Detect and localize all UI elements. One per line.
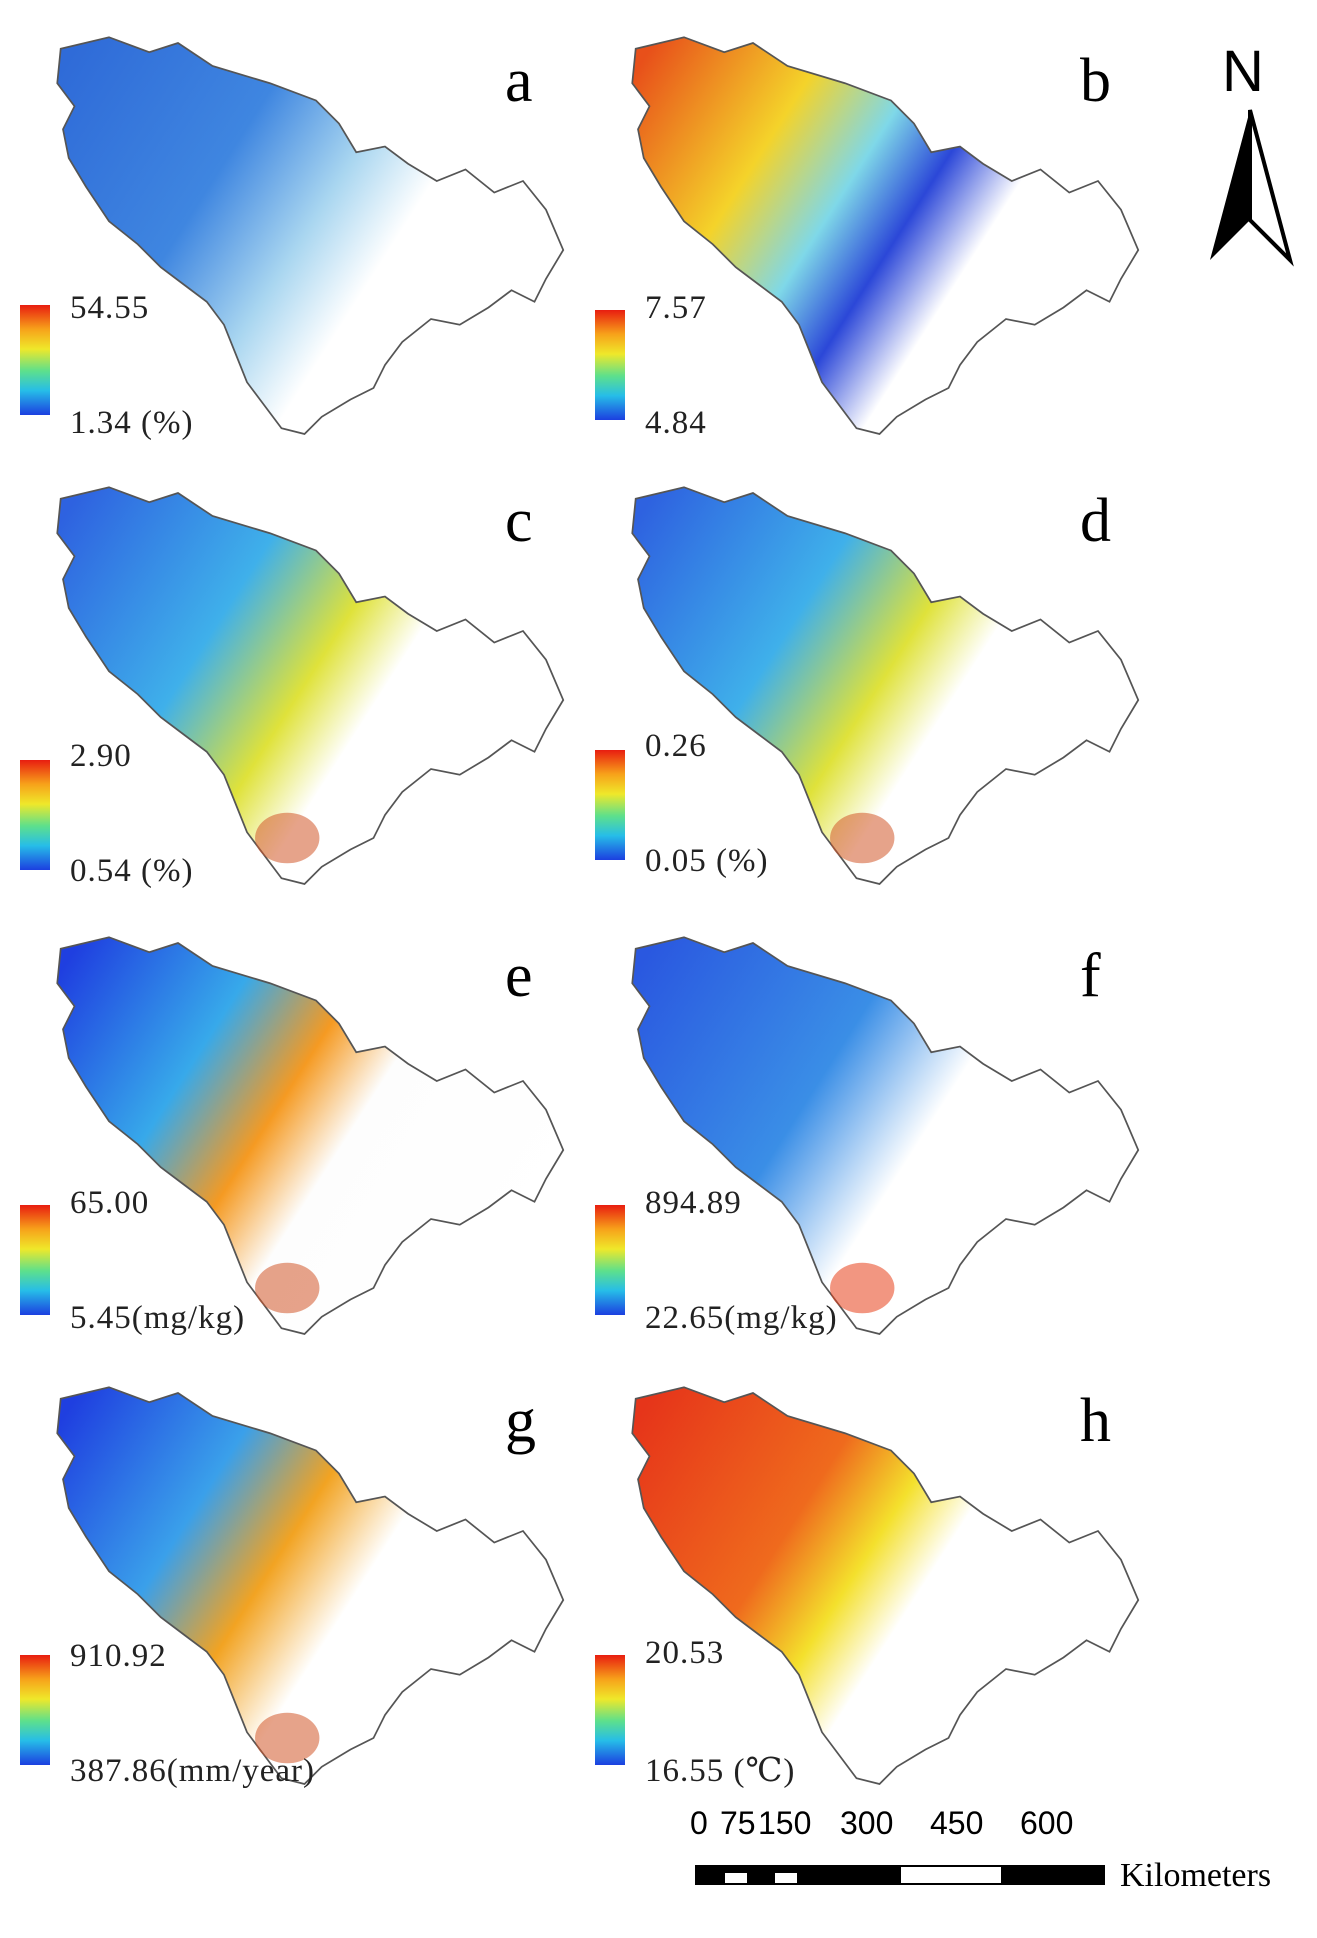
province-outline bbox=[56, 1386, 565, 1785]
panel-letter: d bbox=[1080, 487, 1111, 555]
map-panel-c: c 2.90 0.54 (%) bbox=[20, 470, 600, 920]
map-h bbox=[631, 1386, 1140, 1785]
legend-max: 910.92 bbox=[70, 1638, 167, 1674]
legend-max: 894.89 bbox=[645, 1185, 742, 1221]
high-value-patch bbox=[255, 1712, 320, 1764]
legend-colorbar bbox=[20, 305, 50, 415]
province-outline bbox=[56, 486, 565, 885]
legend-colorbar bbox=[595, 1205, 625, 1315]
legend-max: 65.00 bbox=[70, 1185, 150, 1221]
legend-colorbar bbox=[595, 750, 625, 860]
legend-colorbar bbox=[595, 310, 625, 420]
panel-letter: g bbox=[505, 1387, 536, 1455]
scale-tick: 600 bbox=[1020, 1805, 1074, 1841]
scale-unit: Kilometers bbox=[1120, 1857, 1272, 1894]
province-outline bbox=[631, 936, 1140, 1335]
legend-max: 2.90 bbox=[70, 738, 132, 774]
map-a bbox=[56, 36, 565, 435]
legend-min: 16.55 (℃) bbox=[645, 1753, 796, 1789]
province-outline bbox=[631, 1386, 1140, 1785]
map-panel-b: b 7.57 4.84 bbox=[595, 20, 1175, 470]
province-outline bbox=[631, 486, 1140, 885]
legend-max: 0.26 bbox=[645, 728, 707, 764]
province-outline bbox=[56, 936, 565, 1335]
scale-tick: 150 bbox=[758, 1805, 812, 1841]
map-panel-d: d 0.26 0.05 (%) bbox=[595, 470, 1175, 920]
high-value-patch bbox=[255, 812, 320, 864]
north-arrow-icon bbox=[1210, 109, 1294, 267]
map-e bbox=[56, 936, 565, 1335]
panel-letter: c bbox=[505, 487, 533, 555]
legend-min: 387.86(mm/year) bbox=[70, 1753, 316, 1789]
scale-bar-graphic bbox=[695, 1865, 1105, 1885]
map-panel-a: a 54.55 1.34 (%) bbox=[20, 20, 600, 470]
province-outline bbox=[56, 36, 565, 435]
high-value-patch bbox=[255, 1262, 320, 1314]
map-c bbox=[56, 486, 565, 885]
map-d bbox=[631, 486, 1140, 885]
scale-bar: 0 75 150 300 450 600 Kilometers bbox=[690, 1805, 1300, 1925]
map-f bbox=[631, 936, 1140, 1335]
panel-letter: e bbox=[505, 942, 533, 1010]
legend-colorbar bbox=[20, 1205, 50, 1315]
map-b bbox=[631, 36, 1140, 435]
map-panel-f: f 894.89 22.65(mg/kg) bbox=[595, 920, 1175, 1370]
map-panel-e: e 65.00 5.45(mg/kg) bbox=[20, 920, 600, 1370]
scale-tick: 0 bbox=[690, 1805, 708, 1841]
scale-tick: 300 bbox=[840, 1805, 894, 1841]
panel-letter: b bbox=[1080, 47, 1111, 115]
high-value-patch bbox=[830, 812, 895, 864]
legend-min: 5.45(mg/kg) bbox=[70, 1300, 246, 1336]
panel-letter: f bbox=[1080, 942, 1101, 1010]
scale-tick: 75 bbox=[720, 1805, 756, 1841]
legend-max: 54.55 bbox=[70, 290, 150, 326]
legend-min: 22.65(mg/kg) bbox=[645, 1300, 838, 1336]
legend-min: 0.05 (%) bbox=[645, 843, 769, 879]
panel-letter: a bbox=[505, 47, 533, 115]
panel-letter: h bbox=[1080, 1387, 1111, 1455]
province-outline bbox=[631, 36, 1140, 435]
legend-max: 7.57 bbox=[645, 290, 707, 326]
map-panel-g: g 910.92 387.86(mm/year) bbox=[20, 1370, 600, 1820]
legend-max: 20.53 bbox=[645, 1635, 725, 1671]
legend-colorbar bbox=[20, 1655, 50, 1765]
legend-min: 1.34 (%) bbox=[70, 405, 194, 441]
map-g bbox=[56, 1386, 565, 1785]
high-value-patch bbox=[830, 1262, 895, 1314]
north-label: N bbox=[1222, 39, 1264, 104]
map-panel-h: h 20.53 16.55 (℃) bbox=[595, 1370, 1175, 1820]
legend-min: 0.54 (%) bbox=[70, 853, 194, 889]
legend-colorbar bbox=[20, 760, 50, 870]
legend-min: 4.84 bbox=[645, 405, 707, 441]
legend-colorbar bbox=[595, 1655, 625, 1765]
scale-tick: 450 bbox=[930, 1805, 984, 1841]
